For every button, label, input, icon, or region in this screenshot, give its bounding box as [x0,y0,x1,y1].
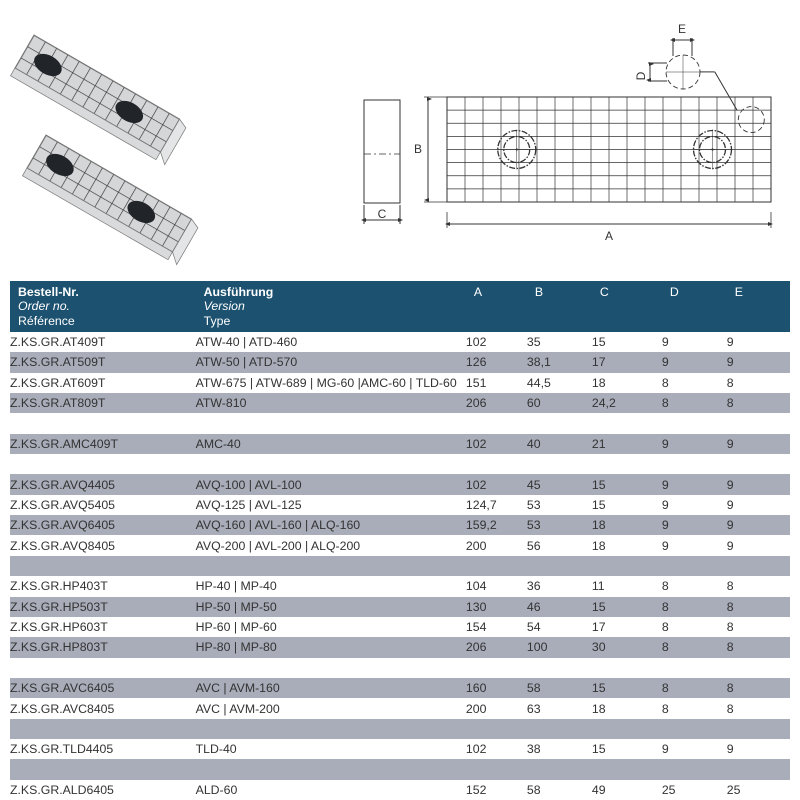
svg-text:A: A [605,229,613,243]
svg-text:D: D [634,71,648,80]
svg-text:C: C [378,207,387,221]
svg-text:E: E [678,22,686,36]
svg-text:B: B [414,142,422,156]
